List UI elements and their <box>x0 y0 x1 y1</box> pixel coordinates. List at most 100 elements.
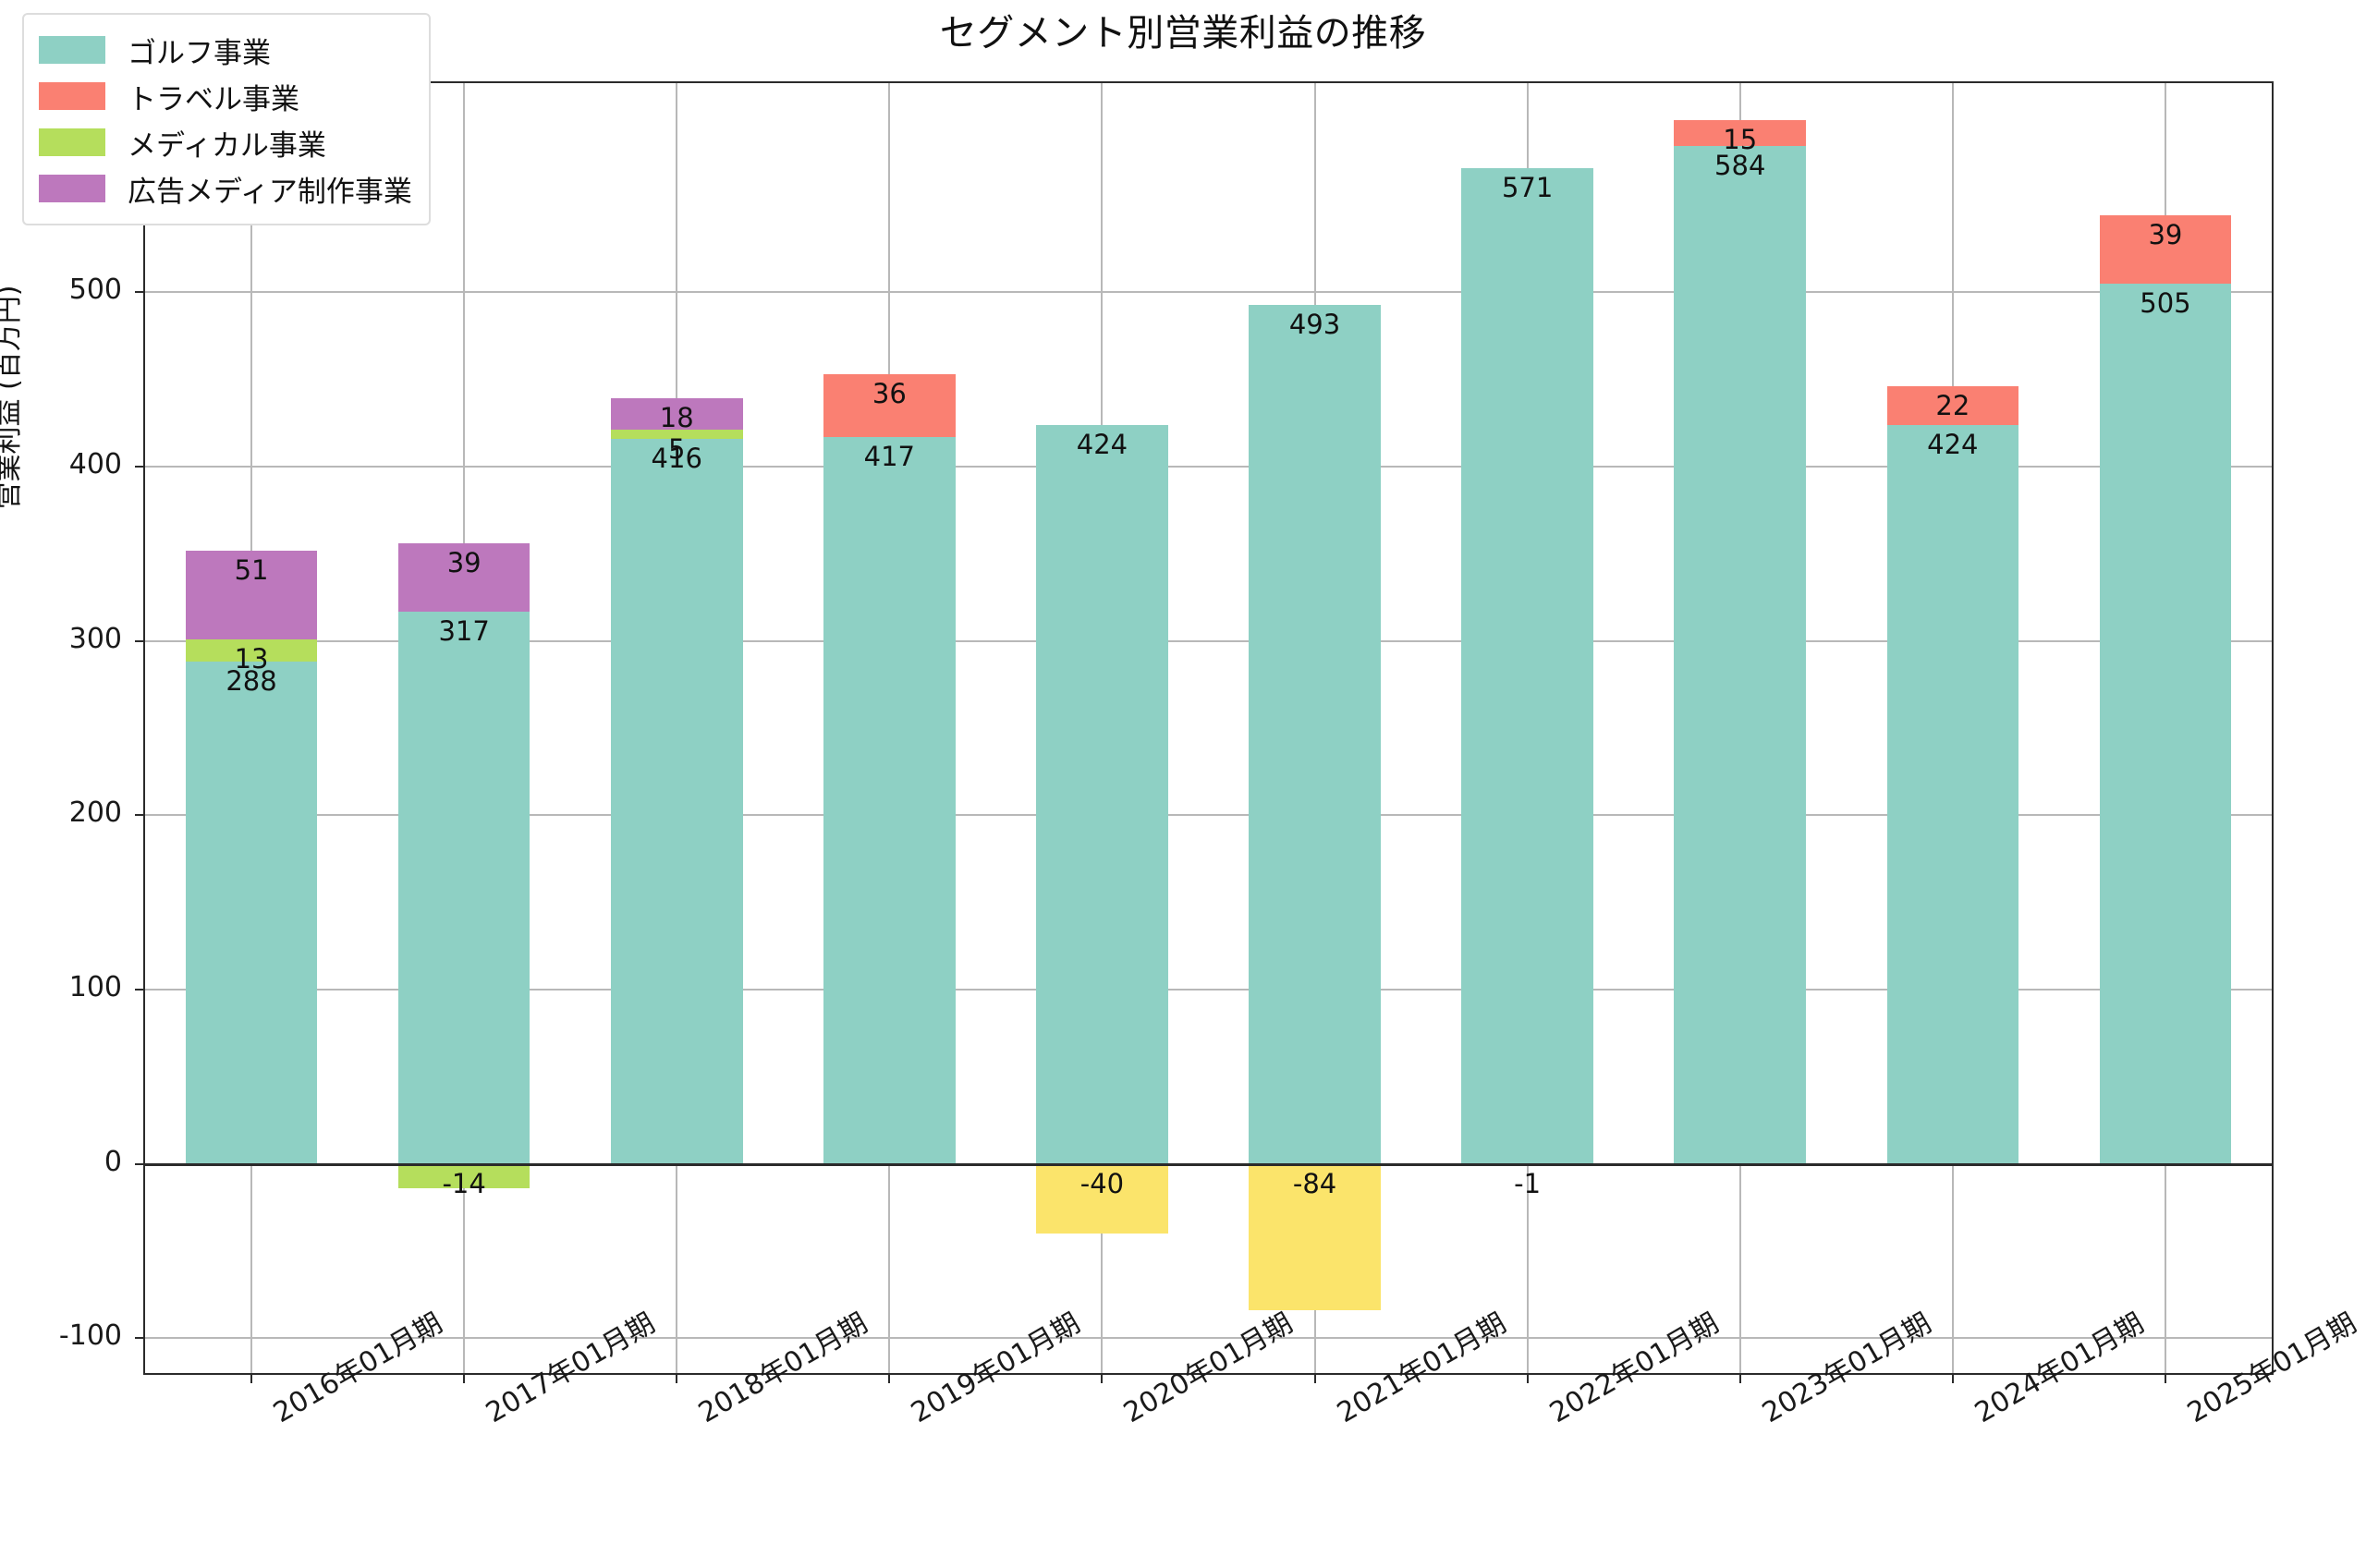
x-tick-mark <box>1526 1373 1529 1383</box>
chart-legend: ゴルフ事業トラベル事業 メディカル事業広告メディア制作事業 <box>22 13 431 225</box>
bar-segment[interactable] <box>185 638 318 662</box>
x-tick-label: 2025年01月期 <box>2181 1307 2362 1430</box>
legend-item-3[interactable]: 広告メディア制作事業 <box>39 165 412 212</box>
x-tick-label: 2016年01月期 <box>268 1307 448 1430</box>
bar-value-label: 584 <box>1714 149 1766 181</box>
x-tick-mark <box>1738 1373 1741 1383</box>
bar-segment[interactable] <box>1249 1163 1381 1311</box>
y-tick-mark <box>135 814 145 817</box>
legend-item-label: ゴルフ事業 <box>128 36 271 70</box>
x-tick-mark <box>1313 1373 1316 1383</box>
bar-segment[interactable] <box>1036 1163 1168 1234</box>
y-tick-mark <box>135 1337 145 1340</box>
legend-swatch-icon <box>39 175 105 202</box>
bar-value-label: 18 <box>659 402 694 434</box>
bar-segment[interactable] <box>2099 215 2232 284</box>
legend-swatch-icon <box>39 82 105 110</box>
bar-value-label: 13 <box>234 642 269 675</box>
x-tick-mark <box>250 1373 253 1383</box>
bar-value-label: -14 <box>442 1167 486 1199</box>
chart-title: セグメント別営業利益の推移 <box>939 12 1427 55</box>
legend-item-label: トラベル事業 <box>128 82 299 116</box>
y-gridline <box>145 1337 2272 1340</box>
bar-value-label: 5 <box>668 433 686 466</box>
y-gridline <box>145 291 2272 294</box>
y-tick-mark <box>135 639 145 642</box>
bar-value-label: 424 <box>1076 428 1128 460</box>
bar-segment[interactable] <box>1674 145 1807 1164</box>
bar-value-label: 505 <box>2140 286 2191 319</box>
x-tick-label: 2019年01月期 <box>906 1307 1086 1430</box>
bar-value-label: -40 <box>1079 1167 1125 1199</box>
y-axis-label: 営業利益 (百万円) <box>0 285 25 510</box>
bar-segment[interactable] <box>397 1163 531 1189</box>
x-tick-mark <box>1101 1373 1104 1383</box>
bar-segment[interactable] <box>1249 304 1381 1164</box>
x-tick-label: 2023年01月期 <box>1756 1307 1937 1430</box>
y-tick-label: 400 <box>68 448 122 481</box>
y-tick-label: 100 <box>68 970 122 1003</box>
bar-segment[interactable] <box>1886 386 2019 425</box>
bar-value-label: 39 <box>2148 219 2183 251</box>
bar-segment[interactable] <box>823 436 956 1164</box>
bar-segment[interactable] <box>2099 283 2232 1164</box>
x-tick-label: 2020年01月期 <box>1118 1307 1299 1430</box>
bar-value-label: 493 <box>1288 308 1341 340</box>
x-tick-mark <box>463 1373 466 1383</box>
bar-segment[interactable] <box>397 543 531 612</box>
bar-value-label: -1 <box>1514 1167 1542 1199</box>
bar-value-label: 417 <box>863 440 916 472</box>
bar-value-label: 51 <box>234 553 269 586</box>
bar-segment[interactable] <box>185 550 318 639</box>
bar-segment[interactable] <box>610 398 743 431</box>
legend-swatch-icon <box>39 128 105 156</box>
y-tick-mark <box>135 291 145 294</box>
y-gridline <box>145 988 2272 991</box>
bar-segment[interactable] <box>610 430 743 439</box>
x-tick-label: 2018年01月期 <box>693 1307 873 1430</box>
bar-value-label: 424 <box>1927 428 1979 460</box>
legend-item-1[interactable]: トラベル事業 <box>39 73 412 119</box>
legend-item-label: 広告メディア制作事業 <box>128 175 412 209</box>
y-gridline <box>145 466 2272 468</box>
x-tick-mark <box>1951 1373 1954 1383</box>
legend-item-2[interactable]: メディカル事業 <box>39 119 412 165</box>
x-tick-mark <box>676 1373 678 1383</box>
y-tick-label: -100 <box>58 1319 122 1353</box>
bar-segment[interactable] <box>1886 424 2019 1164</box>
bar-value-label: 36 <box>872 378 907 410</box>
y-tick-label: 0 <box>104 1145 122 1178</box>
bar-value-label: 22 <box>1935 390 1970 422</box>
legend-swatch-icon <box>39 36 105 64</box>
bar-segment[interactable] <box>1036 424 1168 1164</box>
bar-segment[interactable] <box>1674 119 1807 146</box>
bar-value-label: -84 <box>1292 1167 1337 1199</box>
y-tick-label: 300 <box>68 622 122 655</box>
y-tick-label: 500 <box>68 273 122 307</box>
y-tick-mark <box>135 988 145 991</box>
y-tick-label: 200 <box>68 796 122 830</box>
zero-line <box>145 1162 2272 1166</box>
y-gridline <box>145 814 2272 817</box>
bar-segment[interactable] <box>610 438 743 1164</box>
bar-value-label: 571 <box>1501 172 1554 204</box>
x-tick-label: 2024年01月期 <box>1969 1307 2150 1430</box>
y-tick-mark <box>135 466 145 468</box>
plot-area: -100 0 100 200 300 400 500 2016年01月期 2017年01月期 20… <box>59 83 2362 1429</box>
x-tick-mark <box>888 1373 891 1383</box>
plot-frame: -100 0 100 200 300 400 500 2016年01月期 2017年01月期 20… <box>59 81 2362 1429</box>
bar-value-label: 39 <box>446 547 482 579</box>
bar-value-label: 15 <box>1723 123 1758 155</box>
y-tick-mark <box>135 1162 145 1165</box>
y-gridline <box>145 639 2272 642</box>
x-tick-mark <box>2164 1373 2166 1383</box>
bar-value-label: 317 <box>438 614 490 647</box>
legend-item-0[interactable]: ゴルフ事業 <box>39 27 412 73</box>
bar-segment[interactable] <box>1461 168 1593 1164</box>
bar-value-label: 288 <box>226 665 277 698</box>
bar-segment[interactable] <box>823 374 956 437</box>
bar-segment[interactable] <box>397 611 531 1164</box>
x-tick-label: 2022年01月期 <box>1543 1307 1725 1430</box>
bar-segment[interactable] <box>185 662 318 1164</box>
